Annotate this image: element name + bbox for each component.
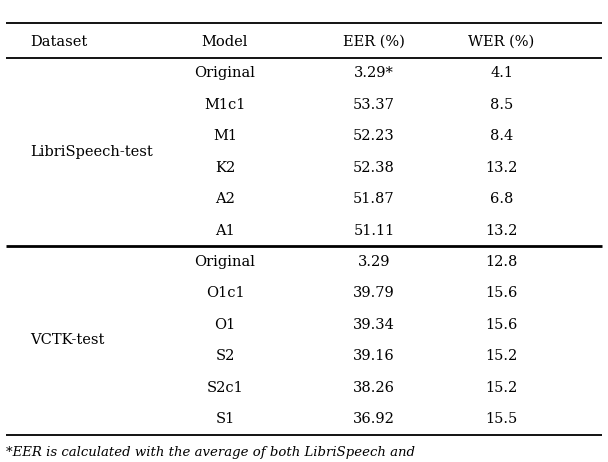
Text: 13.2: 13.2 [485,161,518,175]
Text: 15.6: 15.6 [485,286,518,300]
Text: S2: S2 [215,349,235,363]
Text: Original: Original [195,255,255,269]
Text: 39.16: 39.16 [353,349,395,363]
Text: Model: Model [202,35,248,49]
Text: 51.87: 51.87 [353,192,395,206]
Text: Original: Original [195,67,255,80]
Text: 15.5: 15.5 [485,412,518,426]
Text: 39.34: 39.34 [353,318,395,332]
Text: 4.1: 4.1 [490,67,513,80]
Text: S2c1: S2c1 [207,381,243,395]
Text: 8.5: 8.5 [490,98,513,112]
Text: 52.23: 52.23 [353,129,395,143]
Text: Dataset: Dataset [30,35,88,49]
Text: 51.11: 51.11 [353,224,395,237]
Text: *EER is calculated with the average of both LibriSpeech and: *EER is calculated with the average of b… [6,446,415,459]
Text: VCTK-test: VCTK-test [30,334,105,347]
Text: M1c1: M1c1 [204,98,246,112]
Text: LibriSpeech-test: LibriSpeech-test [30,145,153,159]
Text: 15.2: 15.2 [485,349,518,363]
Text: 15.6: 15.6 [485,318,518,332]
Text: 53.37: 53.37 [353,98,395,112]
Text: 39.79: 39.79 [353,286,395,300]
Text: 15.2: 15.2 [485,381,518,395]
Text: 12.8: 12.8 [485,255,518,269]
Text: EER (%): EER (%) [343,35,405,49]
Text: 52.38: 52.38 [353,161,395,175]
Text: M1: M1 [213,129,237,143]
Text: 8.4: 8.4 [490,129,513,143]
Text: K2: K2 [215,161,235,175]
Text: O1: O1 [215,318,235,332]
Text: A1: A1 [215,224,235,237]
Text: 13.2: 13.2 [485,224,518,237]
Text: 3.29: 3.29 [358,255,390,269]
Text: O1c1: O1c1 [206,286,244,300]
Text: A2: A2 [215,192,235,206]
Text: 6.8: 6.8 [490,192,513,206]
Text: 36.92: 36.92 [353,412,395,426]
Text: 38.26: 38.26 [353,381,395,395]
Text: WER (%): WER (%) [469,35,534,49]
Text: S1: S1 [215,412,235,426]
Text: 3.29*: 3.29* [354,67,394,80]
